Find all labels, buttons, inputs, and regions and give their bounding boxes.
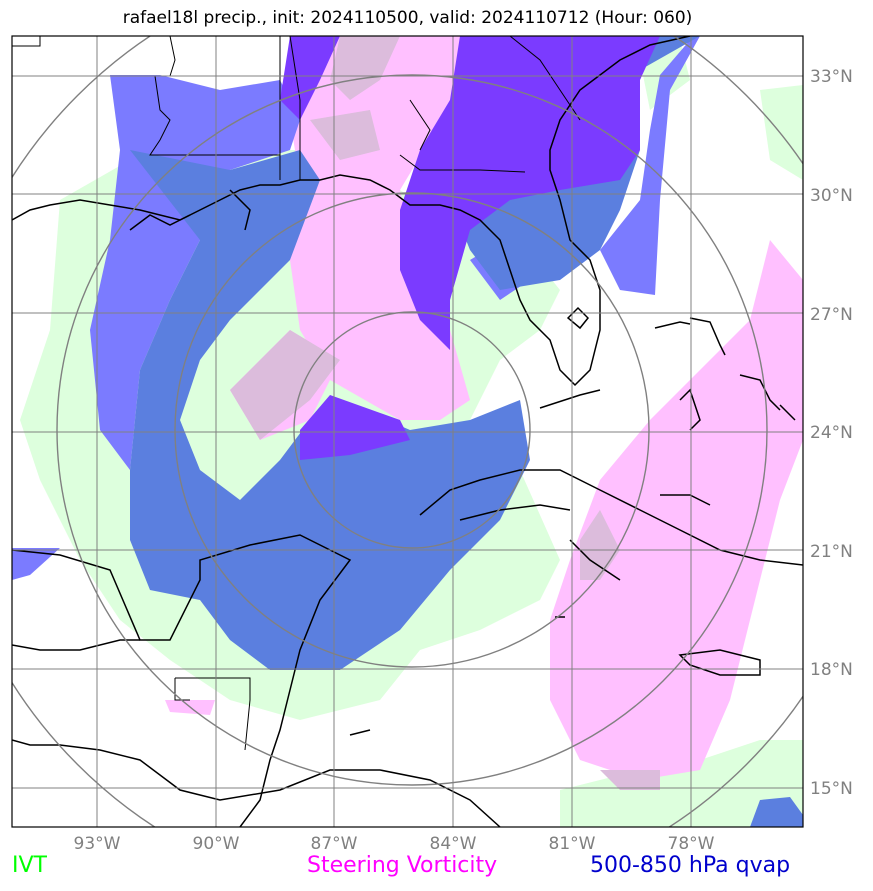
map-title: rafael18l precip., init: 2024110500, val… [122,8,693,28]
lat-label: 24°N [810,423,853,443]
lon-label: 84°W [430,834,477,854]
lon-label: 93°W [74,834,121,854]
legend-ivt: IVT [12,853,47,878]
lon-label: 90°W [193,834,240,854]
legend-qvap: 500-850 hPa qvap [590,853,791,878]
political-borders [12,36,581,751]
lat-label: 15°N [810,779,853,799]
lat-label: 33°N [810,67,853,87]
longitude-labels: 93°W 90°W 87°W 84°W 81°W 78°W [74,834,715,854]
lon-label: 78°W [668,834,715,854]
qvap-dark-field [280,36,660,460]
lon-label: 81°W [549,834,596,854]
lat-label: 21°N [810,542,853,562]
overlap-field [230,36,660,790]
legend-steering-vorticity: Steering Vorticity [307,853,498,878]
lat-label: 27°N [810,305,853,325]
latitude-labels: 33°N 30°N 27°N 24°N 21°N 18°N 15°N [810,67,853,799]
gridlines [12,36,803,827]
map-frame [11,35,804,828]
lon-label: 87°W [311,834,358,854]
lat-label: 18°N [810,660,853,680]
lat-label: 30°N [810,186,853,206]
